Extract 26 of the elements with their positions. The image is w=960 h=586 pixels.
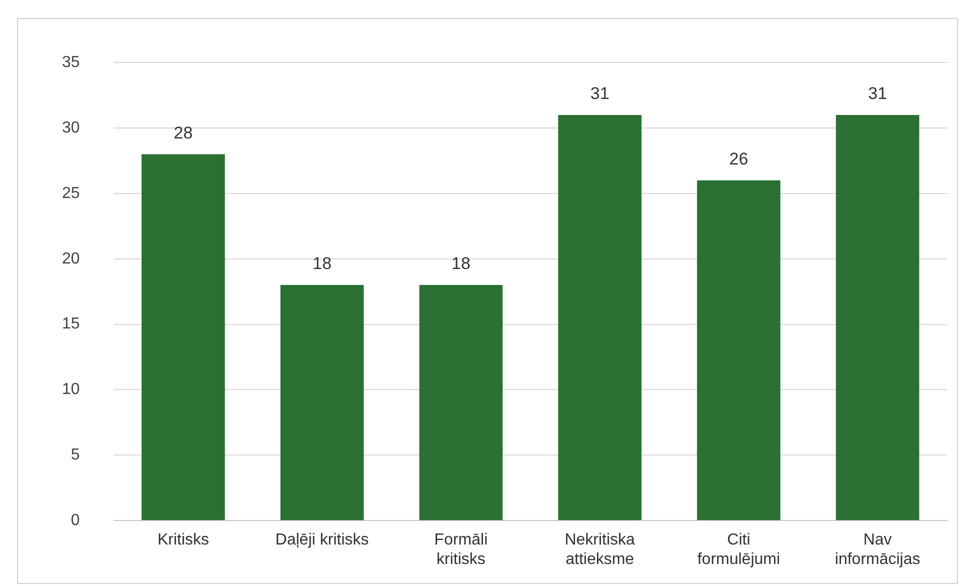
x-tick-label: Citi formulējumi <box>697 532 780 568</box>
data-label: 18 <box>312 254 332 274</box>
data-label: 28 <box>174 123 193 142</box>
y-tick-label: 20 <box>62 250 80 268</box>
data-label: 31 <box>868 84 888 104</box>
x-tick-label: Formāli kritisks <box>434 532 488 568</box>
y-tick-label: 10 <box>62 381 80 398</box>
x-tick-label: Daļēji kritisks <box>275 532 369 549</box>
y-tick-label: 15 <box>62 316 80 333</box>
data-label: 26 <box>729 150 748 169</box>
bar <box>836 114 920 520</box>
x-tick-label: Nav informācijas <box>834 532 920 568</box>
y-tick-label: 5 <box>70 446 80 464</box>
y-tick-label: 25 <box>62 184 80 202</box>
y-tick-label: 0 <box>70 512 80 530</box>
y-tick-label: 35 <box>62 54 80 72</box>
x-tick-label: Nekritiska attieksme <box>564 532 636 568</box>
bar <box>419 285 503 520</box>
x-tick-label: Kritisks <box>157 532 210 549</box>
data-label: 31 <box>590 84 610 104</box>
bar <box>142 154 225 520</box>
bar <box>280 285 364 520</box>
bar <box>697 180 780 520</box>
y-tick-label: 30 <box>62 119 80 136</box>
data-label: 18 <box>452 254 470 274</box>
bar <box>558 114 642 520</box>
